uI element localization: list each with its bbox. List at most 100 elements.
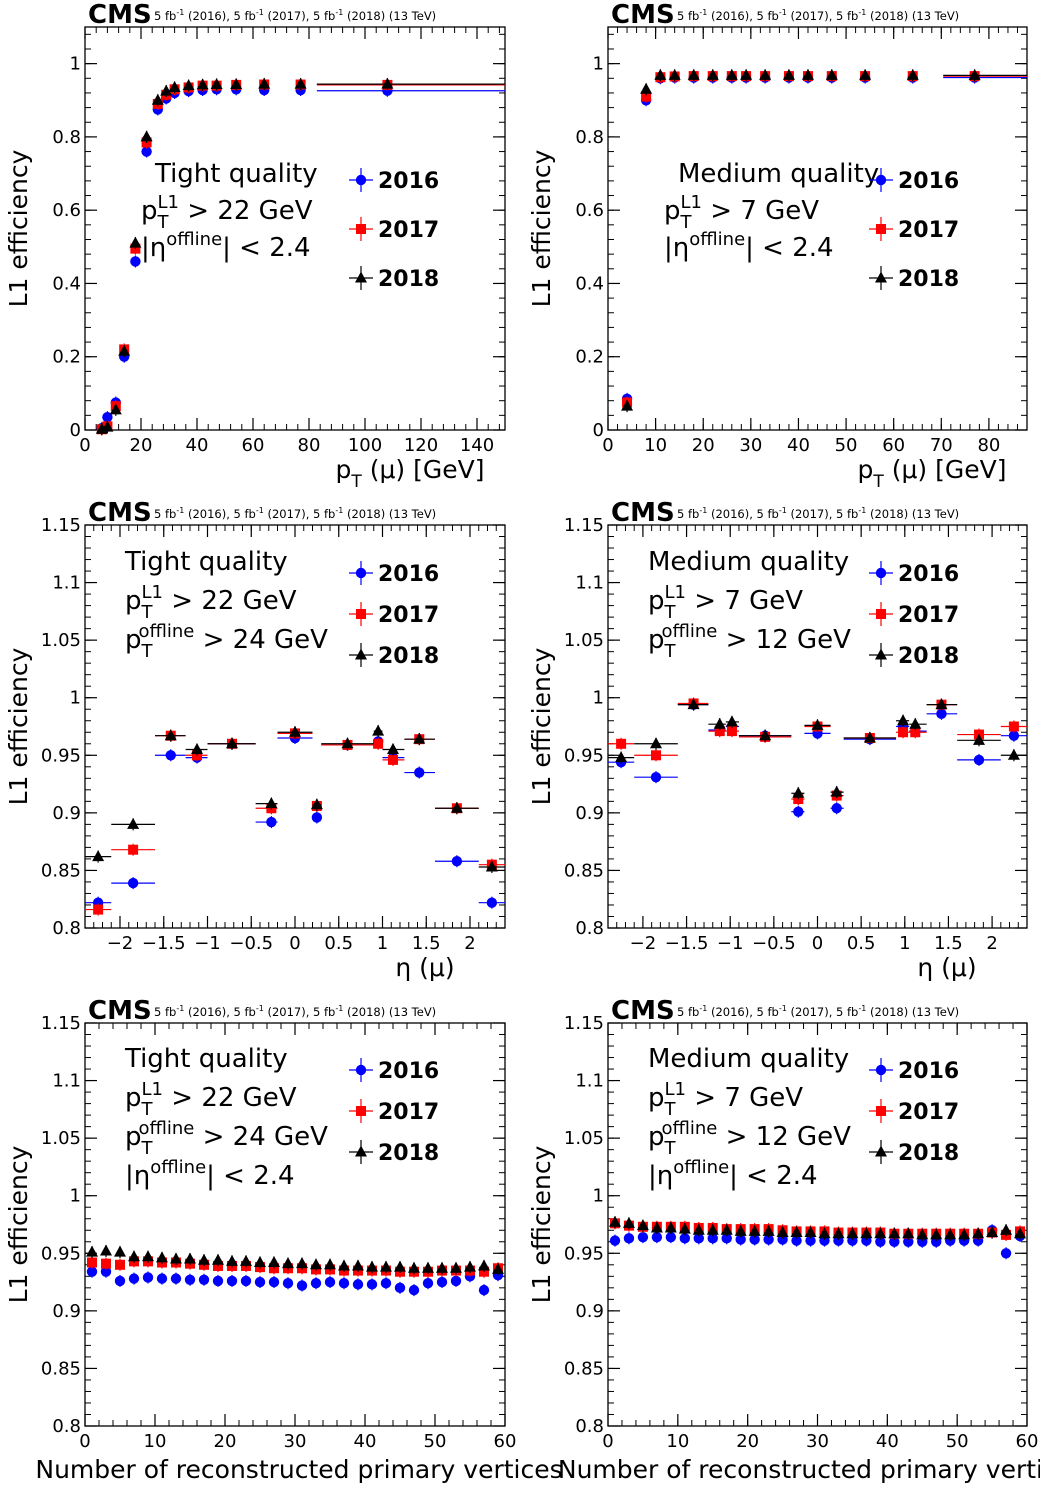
annotation-text: |ηoffline| < 2.4 — [141, 229, 311, 263]
data-point — [156, 1251, 168, 1263]
x-tick-label: −2 — [107, 933, 134, 954]
x-axis-label: pT (μ) [GeV] — [336, 455, 485, 492]
data-point — [650, 737, 663, 749]
x-tick-label: 60 — [494, 1431, 517, 1452]
data-point — [608, 1215, 621, 1227]
data-point — [170, 1252, 182, 1264]
data-point — [210, 78, 223, 90]
data-point — [128, 844, 139, 855]
data-point — [380, 1278, 392, 1289]
data-point — [114, 1275, 126, 1287]
data-point — [373, 738, 384, 749]
annotation-text: pTL1 > 22 GeV — [125, 1079, 297, 1120]
legend-entry: 2018 — [349, 643, 439, 669]
legend-entry: 2017 — [869, 1099, 959, 1125]
y-tick-label: 1.1 — [52, 1071, 81, 1092]
data-point — [1000, 1248, 1012, 1259]
data-point — [268, 1255, 280, 1267]
annotation-text: pTL1 > 7 GeV — [648, 1079, 803, 1120]
y-tick-label: 0.85 — [41, 860, 81, 881]
x-tick-label: 2 — [464, 933, 475, 954]
lumi-label: 5 fb-1 (2016), 5 fb-1 (2017), 5 fb-1 (20… — [677, 8, 959, 23]
data-point — [687, 68, 700, 80]
data-point — [640, 82, 653, 94]
x-tick-label: 60 — [242, 435, 265, 456]
data-point — [394, 1260, 406, 1272]
y-tick-label: 0.2 — [52, 347, 81, 368]
x-tick-label: 20 — [214, 1431, 237, 1452]
legend-entry: 2018 — [869, 643, 959, 669]
data-point — [665, 1231, 677, 1243]
y-tick-label: 1.05 — [41, 1128, 81, 1149]
data-point — [436, 1276, 448, 1288]
x-tick-label: −0.5 — [229, 933, 273, 954]
data-point — [713, 717, 726, 729]
data-point — [114, 1245, 126, 1257]
legend-marker — [356, 1106, 366, 1116]
cms-label: CMS — [611, 996, 675, 1026]
y-axis-label: L1 efficiency — [4, 647, 33, 805]
cms-label: CMS — [611, 0, 675, 30]
lumi-label: 5 fb-1 (2016), 5 fb-1 (2017), 5 fb-1 (20… — [677, 1004, 959, 1019]
data-point — [100, 1244, 112, 1256]
y-tick-label: 0.8 — [52, 1416, 81, 1437]
x-tick-label: 20 — [736, 1431, 759, 1452]
y-tick-label: 0.4 — [575, 273, 604, 294]
data-point — [450, 1261, 462, 1273]
x-axis-label: η (μ) — [917, 953, 976, 982]
data-point — [450, 1275, 462, 1287]
chart-panel: 0 10 20 30 40 50 60 70 80 0 0.2 0.4 0.6 0.8 1 L1 effici… — [527, 0, 1028, 492]
x-tick-label: 30 — [739, 435, 762, 456]
data-point — [198, 1274, 210, 1285]
data-point — [740, 68, 753, 80]
cms-label: CMS — [88, 498, 152, 528]
x-tick-label: 2 — [986, 933, 997, 954]
data-point — [863, 731, 876, 743]
y-tick-label: 0.9 — [52, 803, 81, 824]
data-point — [338, 1278, 350, 1289]
x-tick-label: 10 — [144, 1431, 167, 1452]
data-point — [380, 1260, 392, 1272]
annotation-text: |ηoffline| < 2.4 — [125, 1157, 295, 1191]
data-point — [968, 68, 981, 80]
annotation-text: pTL1 > 7 GeV — [648, 582, 803, 623]
data-point — [87, 1257, 97, 1268]
chart-panel: 0 20 40 60 80 100 120 140 0 0.2 0.4 0.6 0.8 1 L1 effic… — [4, 0, 506, 492]
legend-label: 2016 — [898, 1059, 959, 1084]
legend-entry: 2018 — [869, 1140, 959, 1166]
data-point — [748, 1224, 761, 1236]
y-tick-label: 1 — [70, 688, 81, 709]
data-point — [294, 77, 307, 89]
y-tick-label: 1.15 — [564, 1013, 604, 1034]
data-point — [118, 344, 131, 356]
x-tick-label: 0 — [79, 435, 90, 456]
data-point — [296, 1257, 308, 1269]
series-2017 — [85, 727, 505, 916]
data-point — [165, 750, 176, 761]
y-axis-label: L1 efficiency — [4, 149, 33, 307]
x-tick-label: 120 — [404, 435, 438, 456]
x-tick-label: −1.5 — [665, 933, 709, 954]
data-point — [897, 714, 910, 726]
legend-label: 2017 — [378, 603, 439, 628]
legend-entry: 2016 — [869, 1058, 959, 1084]
legend-label: 2018 — [898, 1141, 959, 1166]
y-tick-label: 1.15 — [41, 1013, 81, 1034]
legend-label: 2018 — [898, 267, 959, 292]
data-point — [735, 1234, 746, 1245]
y-axis-label: L1 efficiency — [527, 1145, 556, 1303]
x-tick-label: 1 — [377, 933, 388, 954]
y-tick-label: 0.6 — [575, 200, 604, 221]
data-point — [903, 1236, 914, 1247]
annotation-text: Medium quality — [648, 1044, 849, 1074]
y-tick-label: 0.85 — [41, 1358, 81, 1379]
data-point — [414, 767, 425, 778]
data-point — [902, 1227, 915, 1239]
x-tick-label: 10 — [644, 435, 667, 456]
legend-marker — [875, 1145, 887, 1157]
legend-label: 2018 — [378, 1141, 439, 1166]
legend-marker — [875, 174, 887, 186]
data-point — [692, 1223, 705, 1235]
data-point — [127, 877, 139, 889]
data-point — [935, 698, 948, 710]
